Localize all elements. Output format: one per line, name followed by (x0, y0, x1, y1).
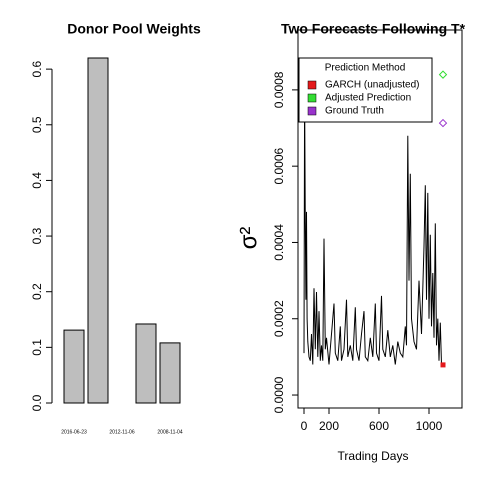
x-tick-label: 2008-11-04 (157, 429, 182, 435)
bar (135, 323, 157, 404)
legend-box (298, 57, 433, 123)
left-title: Donor Pool Weights (67, 21, 201, 37)
right-title: Two Forecasts Following T* (281, 21, 466, 37)
legend-swatch (307, 93, 317, 103)
y-tick-label: 0.5 (30, 116, 44, 133)
plot-box (297, 29, 463, 409)
x-tick-label: 0 (301, 419, 308, 433)
y-tick-label: 0.0002 (272, 300, 286, 337)
y-tick-label: 0.6 (30, 60, 44, 77)
y-tick-label: 0.3 (30, 227, 44, 244)
legend-swatch (307, 106, 317, 116)
y-axis-label: σ² (235, 227, 262, 250)
y-tick-label: 0.0004 (272, 224, 286, 261)
legend-label: Adjusted Prediction (325, 93, 411, 104)
y-tick-label: 0.2 (30, 283, 44, 300)
x-tick-label: 2016-06-23 (61, 429, 87, 435)
y-tick-label: 0.4 (30, 172, 44, 189)
y-tick-label: 0.0006 (272, 147, 286, 184)
x-tick-label: 600 (369, 419, 389, 433)
y-tick-label: 0.0008 (272, 71, 286, 108)
legend-label: GARCH (unadjusted) (325, 80, 419, 91)
bar (63, 329, 85, 404)
bar (87, 57, 109, 404)
legend-swatch (307, 80, 317, 90)
legend-label: Ground Truth (325, 106, 384, 117)
bar (159, 342, 181, 404)
x-tick-label: 200 (319, 419, 339, 433)
x-tick-label: 1000 (416, 419, 443, 433)
x-tick-label: 2012-11-06 (109, 429, 134, 435)
legend-title: Prediction Method (325, 63, 406, 74)
point (438, 70, 448, 79)
series-line (303, 89, 442, 365)
point (440, 362, 446, 368)
point (438, 118, 448, 128)
y-tick-label: 0.0 (30, 394, 44, 411)
y-tick-label: 0.1 (30, 339, 44, 356)
x-axis-label: Trading Days (338, 449, 409, 463)
y-tick-label: 0.0000 (272, 376, 286, 413)
